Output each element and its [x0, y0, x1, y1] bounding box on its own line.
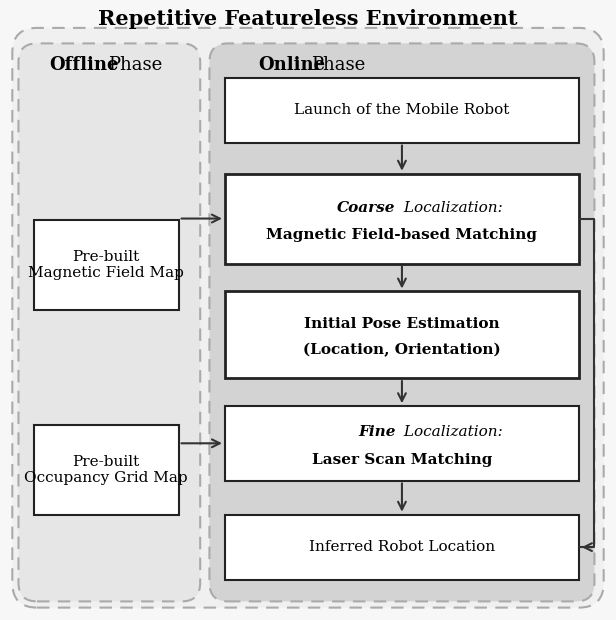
FancyBboxPatch shape [225, 78, 579, 143]
Text: Launch of the Mobile Robot: Launch of the Mobile Robot [294, 103, 509, 117]
FancyBboxPatch shape [34, 220, 179, 310]
FancyBboxPatch shape [209, 43, 594, 601]
Text: Localization:: Localization: [399, 425, 503, 439]
Text: Laser Scan Matching: Laser Scan Matching [312, 453, 492, 467]
Text: Offline: Offline [49, 56, 119, 74]
Text: Phase: Phase [311, 56, 365, 74]
FancyBboxPatch shape [18, 43, 200, 601]
Text: Repetitive Featureless Environment: Repetitive Featureless Environment [98, 9, 518, 29]
Text: Pre-built
Occupancy Grid Map: Pre-built Occupancy Grid Map [25, 454, 188, 485]
Text: Online: Online [259, 56, 326, 74]
Text: Inferred Robot Location: Inferred Robot Location [309, 540, 495, 554]
Text: Phase: Phase [108, 56, 162, 74]
Text: Pre-built
Magnetic Field Map: Pre-built Magnetic Field Map [28, 250, 184, 280]
FancyBboxPatch shape [225, 291, 579, 378]
Text: Magnetic Field-based Matching: Magnetic Field-based Matching [267, 228, 537, 242]
FancyBboxPatch shape [34, 425, 179, 515]
Text: (Location, Orientation): (Location, Orientation) [303, 343, 501, 358]
FancyBboxPatch shape [12, 28, 604, 608]
FancyBboxPatch shape [225, 174, 579, 264]
FancyBboxPatch shape [225, 406, 579, 480]
FancyBboxPatch shape [225, 515, 579, 580]
Text: Localization:: Localization: [399, 201, 503, 215]
Text: Coarse: Coarse [338, 201, 395, 215]
Text: Initial Pose Estimation: Initial Pose Estimation [304, 317, 500, 331]
Text: Fine: Fine [359, 425, 395, 439]
